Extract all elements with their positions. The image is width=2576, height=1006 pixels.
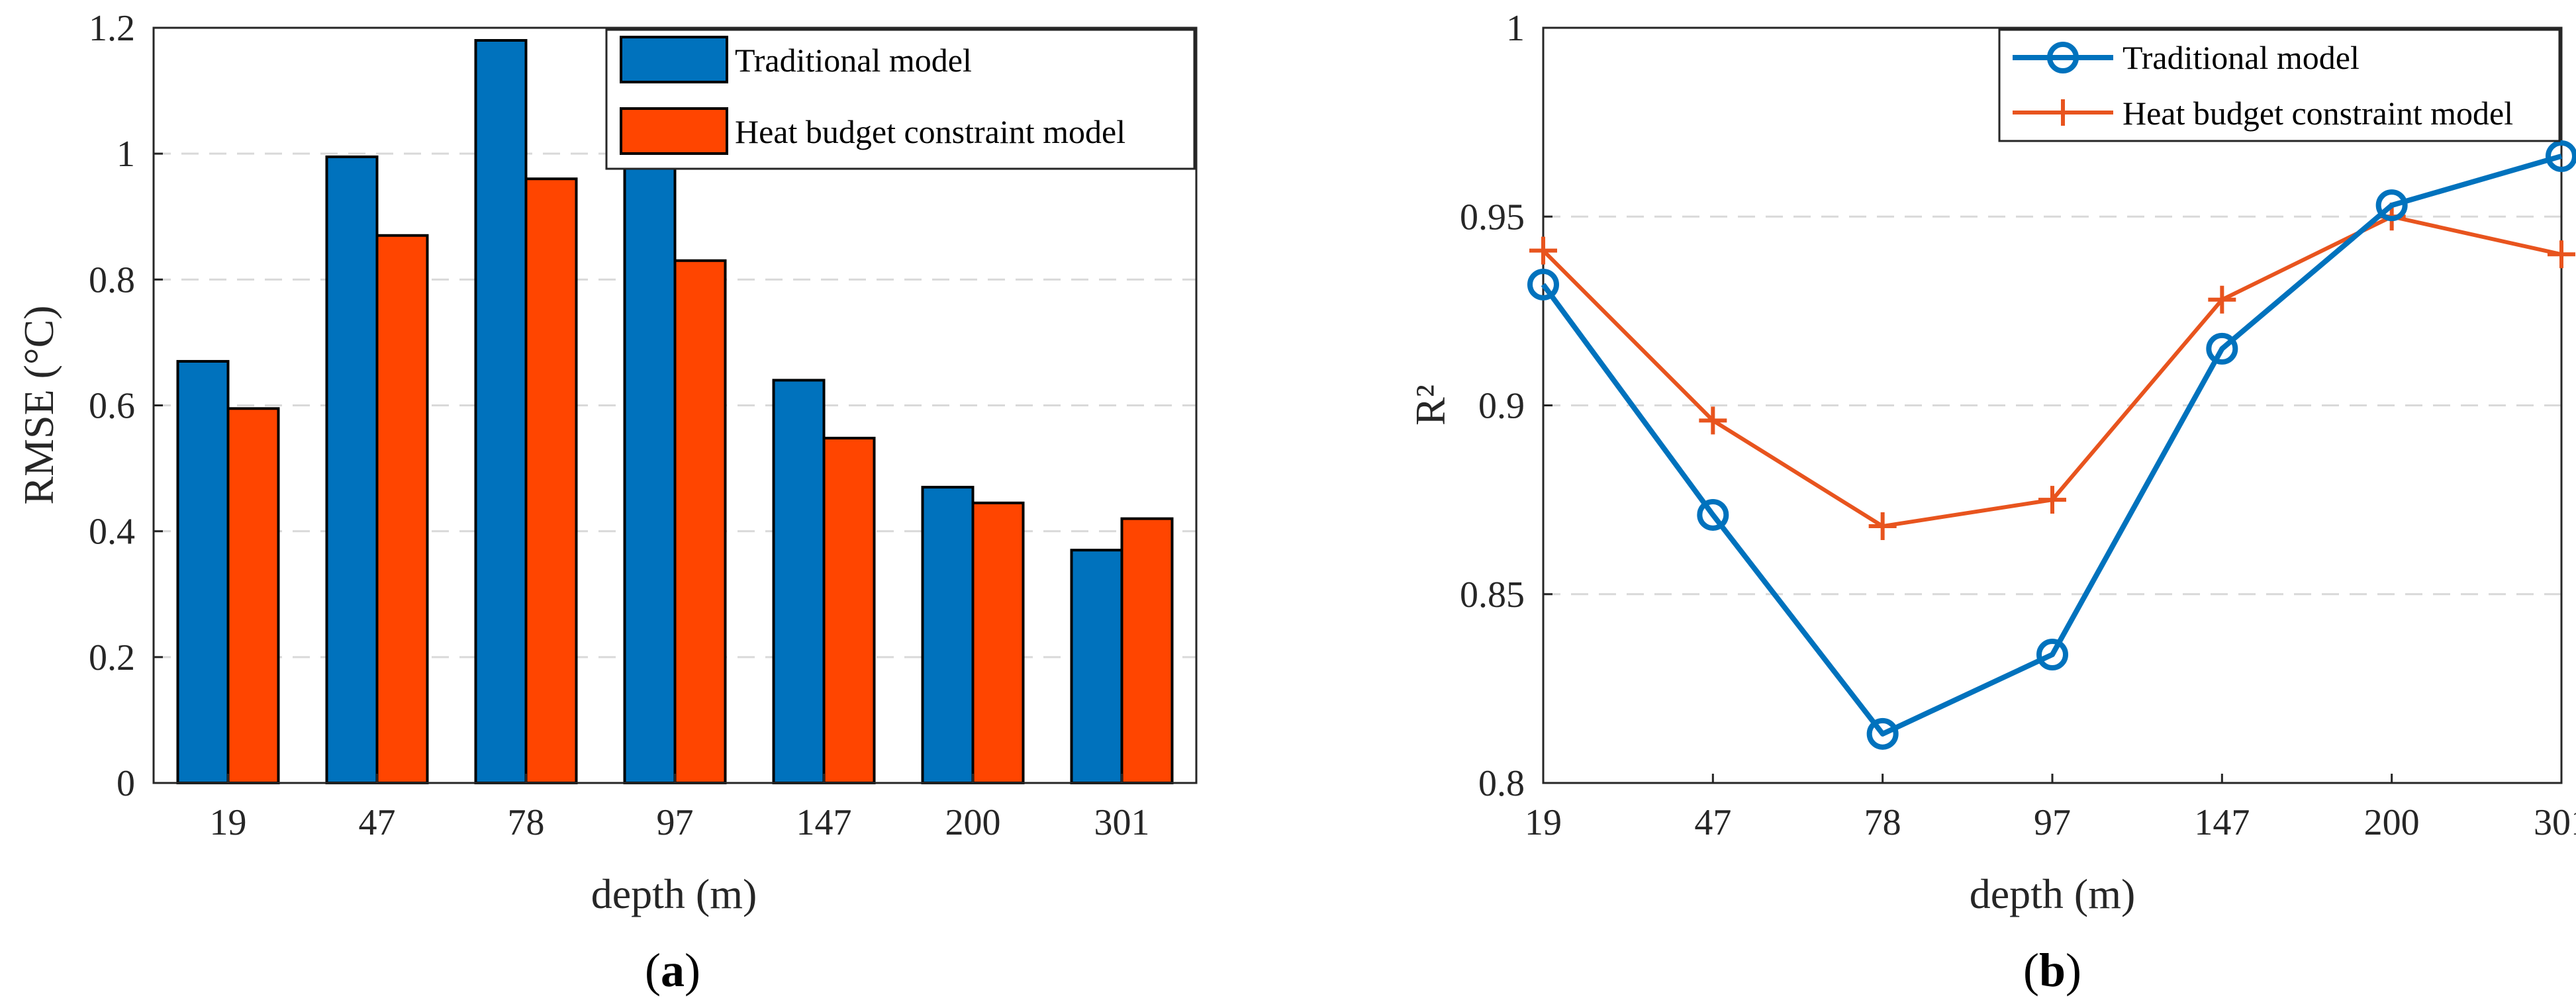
chart-a-y-ticks: 0 0.2 0.4 0.6 0.8 1 1.2 [89, 8, 163, 804]
chart-a-x-tick-label: 97 [657, 802, 694, 843]
chart-b-point-heat-budget [1868, 512, 1897, 541]
chart-b-point-heat-budget [2038, 486, 2066, 514]
chart-a-y-tick-label: 0.4 [89, 512, 135, 553]
chart-b-point-traditional [1866, 717, 1899, 750]
chart-a-bar-traditional [1070, 549, 1123, 784]
chart-b-point-heat-budget [1699, 406, 1727, 435]
chart-a-y-tick-label: 1 [117, 134, 135, 175]
chart-b-point-traditional [1527, 268, 1559, 300]
chart-b-point-traditional [2546, 140, 2576, 172]
chart-b-x-tick-label: 301 [2534, 802, 2576, 843]
chart-a-bar-heat-budget [226, 407, 280, 784]
chart-b-legend-label-heat-budget: Heat budget constraint model [2123, 95, 2513, 132]
chart-a-y-axis-label: RMSE (°C) [15, 305, 62, 504]
chart-b-line-heat-budget [1541, 214, 2562, 529]
chart-a-bar-traditional [474, 39, 528, 784]
chart-a-legend-label-traditional: Traditional model [735, 42, 972, 79]
chart-b-x-tick-label: 78 [1864, 802, 1901, 843]
chart-b-x-tick-label: 147 [2194, 802, 2250, 843]
chart-a-bar-heat-budget [1120, 517, 1174, 785]
chart-a-x-tick-label: 147 [796, 802, 852, 843]
chart-b-legend-label-traditional: Traditional model [2123, 39, 2360, 76]
chart-b-y-tick-label: 0.85 [1460, 574, 1525, 616]
chart-b-point-traditional [2375, 189, 2408, 222]
chart-b-point-heat-budget [1529, 236, 1557, 265]
chart-b-x-axis-label: depth (m) [1970, 870, 2136, 917]
chart-b-legend-marker-heat-budget [2050, 99, 2076, 126]
chart-b-y-tick-label: 0.9 [1478, 386, 1525, 427]
chart-a-bar-heat-budget [673, 259, 727, 784]
chart-b-legend: Traditional model Heat budget constraint… [1998, 28, 2561, 142]
chart-a-bar-heat-budget [375, 234, 429, 784]
chart-b-point-heat-budget [2548, 240, 2575, 269]
chart-b-y-tick-label: 0.8 [1478, 763, 1525, 804]
chart-b-y-axis-label: R² [1407, 385, 1454, 426]
chart-a-x-tick-label: 301 [1094, 802, 1150, 843]
chart-b-caption: (b) [2023, 944, 2081, 997]
chart-a-x-ticks: 19 47 78 97 147 200 301 [210, 774, 1150, 843]
chart-a-y-tick-label: 1.2 [89, 8, 135, 49]
chart-a-bar-traditional [176, 359, 230, 784]
chart-b-line-traditional [1541, 154, 2563, 737]
chart-b: 0.8 0.85 0.9 0.95 1 19 47 78 97 147 200 301 R² dep… [1407, 8, 2576, 997]
chart-a-bars [176, 39, 1174, 785]
chart-b-legend-marker-traditional [2047, 42, 2079, 73]
chart-a-caption: (a) [645, 944, 700, 997]
chart-b-point-traditional [1697, 498, 1729, 531]
chart-a-bar-heat-budget [524, 177, 578, 784]
chart-a: 0 0.2 0.4 0.6 0.8 1 1.2 19 47 78 97 147 200 301 RMSE… [15, 8, 1198, 997]
chart-a-x-axis-label: depth (m) [591, 870, 757, 917]
chart-a-bar-traditional [325, 155, 379, 784]
chart-a-x-tick-label: 78 [508, 802, 545, 843]
chart-a-x-tick-label: 47 [359, 802, 396, 843]
chart-b-x-tick-label: 19 [1525, 802, 1562, 843]
chart-a-legend-swatch-traditional [620, 36, 728, 83]
chart-b-lines [1527, 140, 2576, 750]
chart-a-y-tick-label: 0.6 [89, 386, 135, 427]
chart-b-point-heat-budget [2208, 285, 2236, 314]
chart-a-y-tick-label: 0 [117, 763, 135, 804]
chart-b-y-tick-label: 1 [1506, 8, 1525, 49]
chart-b-x-tick-label: 47 [1694, 802, 1731, 843]
chart-b-point-traditional [2206, 332, 2238, 365]
chart-b-y-ticks: 0.8 0.85 0.9 0.95 1 [1460, 8, 1552, 804]
chart-a-bar-traditional [921, 486, 975, 784]
chart-b-y-tick-label: 0.95 [1460, 197, 1525, 238]
chart-a-bar-heat-budget [822, 436, 876, 784]
chart-a-y-tick-label: 0.2 [89, 637, 135, 678]
chart-a-legend-swatch-heat-budget [620, 107, 728, 155]
chart-a-x-tick-label: 200 [945, 802, 1001, 843]
chart-a-bar-traditional [772, 379, 826, 784]
chart-a-x-tick-label: 19 [210, 802, 247, 843]
chart-a-bar-heat-budget [971, 501, 1025, 784]
chart-a-legend: Traditional model Heat budget constraint… [605, 28, 1196, 170]
chart-b-x-tick-label: 97 [2034, 802, 2071, 843]
chart-a-bar-traditional [623, 152, 677, 784]
chart-b-point-traditional [2036, 639, 2068, 671]
chart-b-x-tick-label: 200 [2364, 802, 2420, 843]
chart-b-x-ticks: 19 47 78 97 147 200 301 [1525, 774, 2576, 843]
chart-a-y-tick-label: 0.8 [89, 259, 135, 300]
chart-a-legend-label-heat-budget: Heat budget constraint model [735, 113, 1125, 150]
